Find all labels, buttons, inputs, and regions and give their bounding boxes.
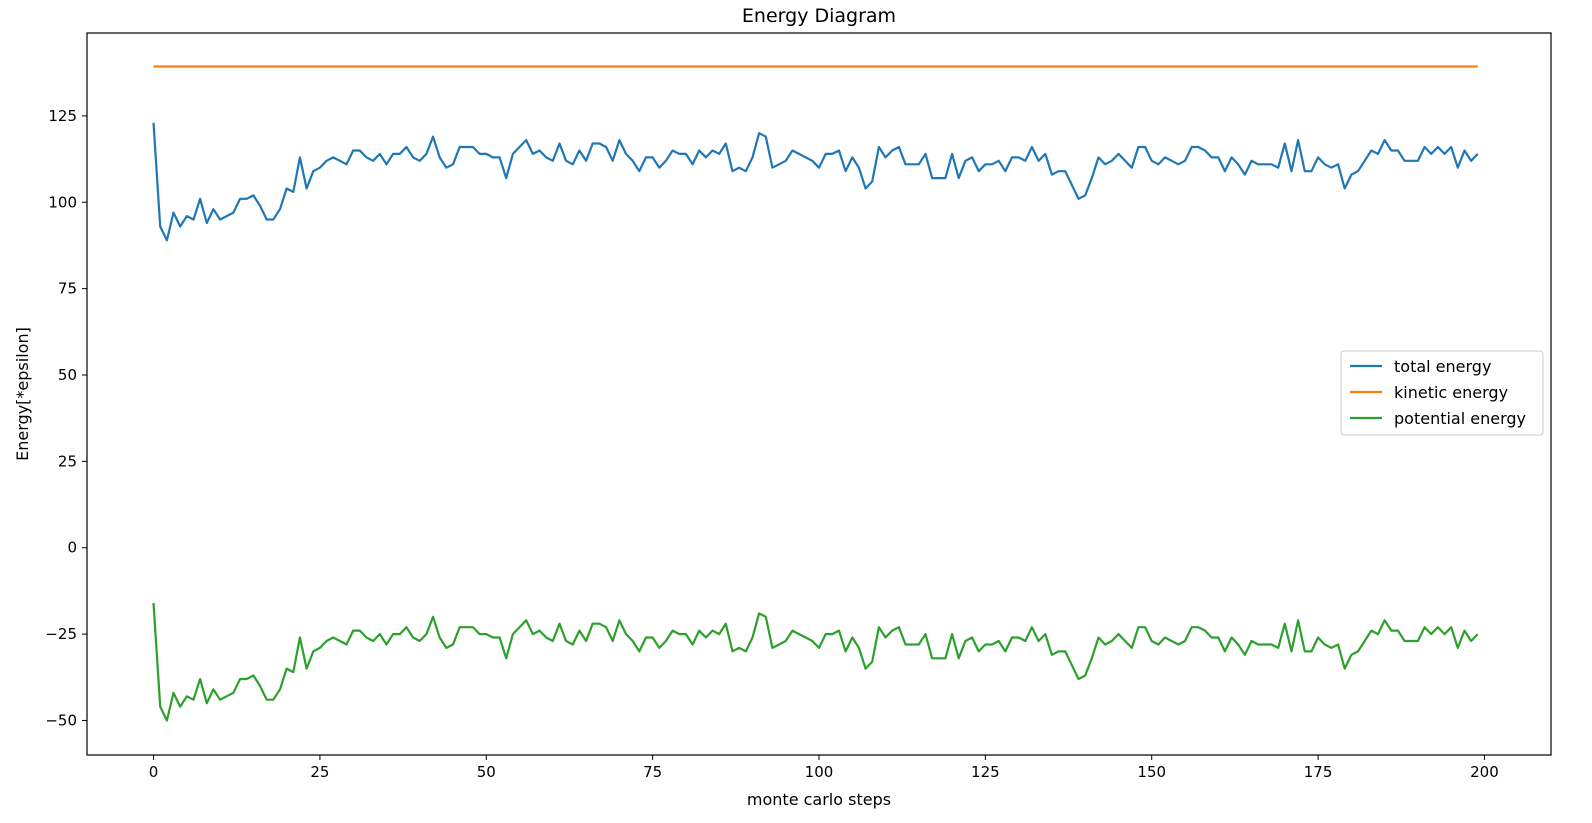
y-tick-label: 125 bbox=[48, 107, 77, 125]
x-tick-label: 75 bbox=[643, 763, 662, 781]
legend-label: kinetic energy bbox=[1394, 383, 1508, 402]
x-axis: 0 25 50 75 100 125 150 175 200 bbox=[149, 755, 1499, 781]
x-tick-label: 200 bbox=[1470, 763, 1499, 781]
series-layer bbox=[152, 65, 1479, 722]
x-axis-title: monte carlo steps bbox=[747, 790, 891, 809]
legend: total energy kinetic energy potential ener… bbox=[1340, 350, 1544, 436]
x-tick-label: 50 bbox=[477, 763, 496, 781]
chart-title: Energy Diagram bbox=[742, 5, 896, 27]
x-tick-label: 175 bbox=[1304, 763, 1333, 781]
x-tick-label: 150 bbox=[1137, 763, 1166, 781]
y-tick-label: 75 bbox=[58, 280, 77, 298]
x-tick-label: 125 bbox=[971, 763, 1000, 781]
legend-label: potential energy bbox=[1394, 409, 1526, 428]
legend-box bbox=[1340, 350, 1544, 436]
x-tick-label: 0 bbox=[149, 763, 159, 781]
y-tick-label: 0 bbox=[67, 539, 77, 557]
legend-label: total energy bbox=[1394, 357, 1491, 376]
y-axis-title: Energy[*epsilon] bbox=[13, 327, 32, 461]
y-tick-label: −25 bbox=[45, 625, 77, 643]
series-line-potential-energy bbox=[152, 602, 1479, 722]
y-tick-label: 100 bbox=[48, 193, 77, 211]
y-tick-label: 25 bbox=[58, 452, 77, 470]
y-tick-label: −50 bbox=[45, 711, 77, 729]
series-line-total-energy bbox=[152, 122, 1479, 242]
y-axis: −50 −25 0 25 50 75 100 125 bbox=[45, 107, 87, 729]
y-tick-label: 50 bbox=[58, 366, 77, 384]
x-tick-label: 25 bbox=[310, 763, 329, 781]
x-tick-label: 100 bbox=[805, 763, 834, 781]
